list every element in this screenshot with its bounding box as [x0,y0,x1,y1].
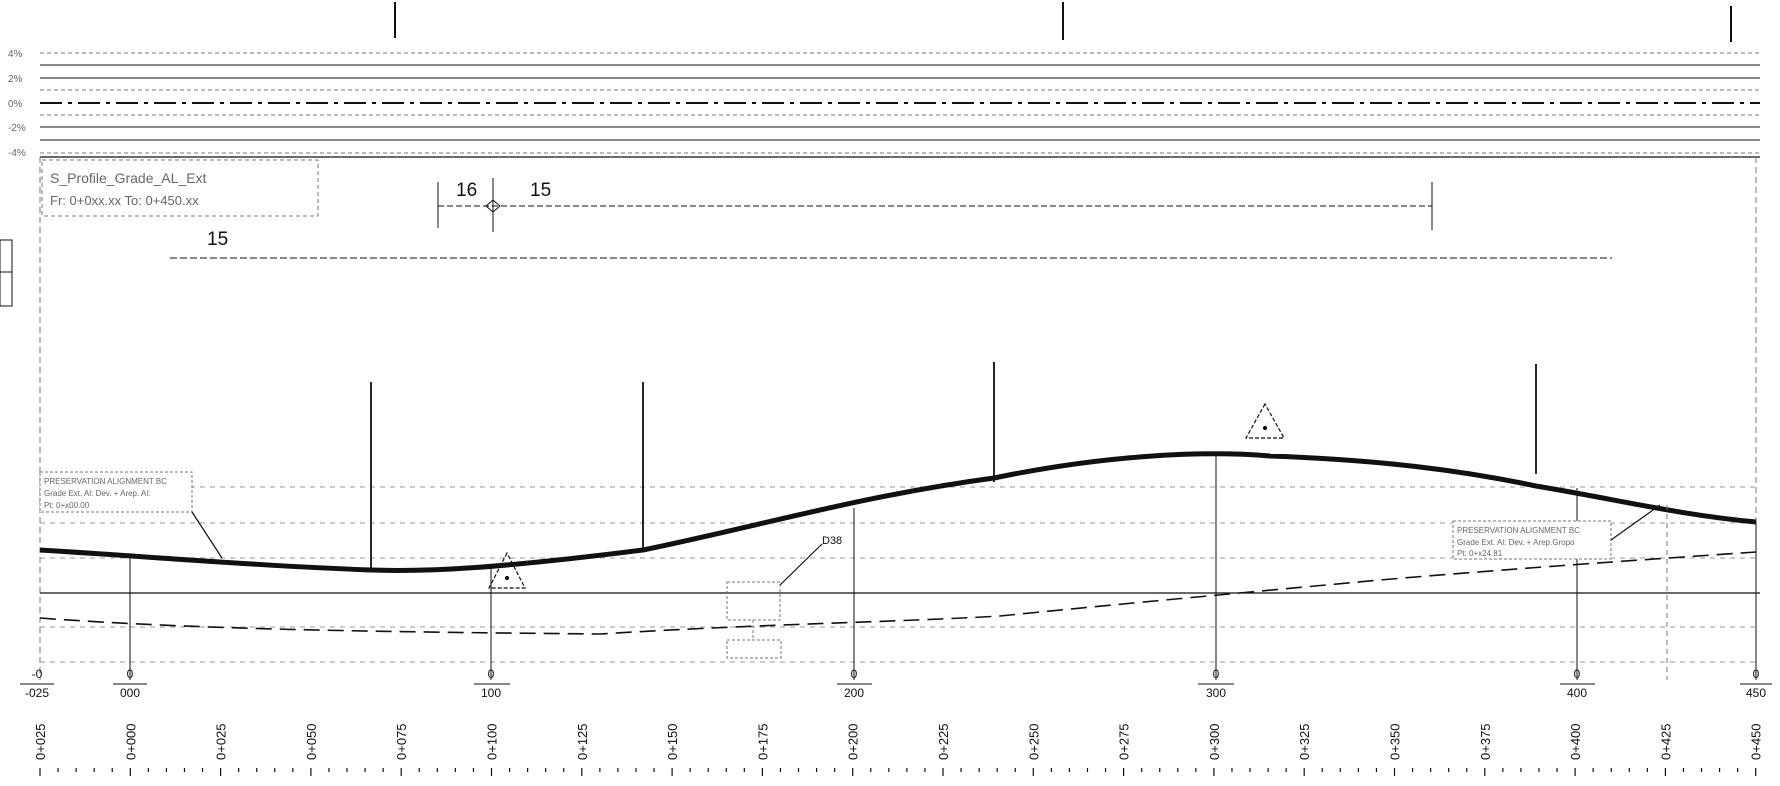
station-label: 0+125 [575,723,590,760]
station-label: 0+400 [1568,723,1583,760]
dimension-line-upper [437,178,1433,232]
callout-right-line2: Grade Ext. Al: Dev. + Arep.Gropo [1457,538,1575,547]
station-label: 0+425 [1658,723,1673,760]
vertical-markers [370,362,1537,570]
grade-label-neg4: -4% [8,148,26,159]
pvi-triangle-markers [488,402,1286,589]
profile-title-line1: S_Profile_Grade_AL_Ext [50,170,207,186]
callout-left-line2: Grade Ext. Al: Dev. + Arep. Al: [44,489,150,498]
callout-left-line3: Pt: 0+x00.00 [44,501,90,510]
callout-right: PRESERVATION ALIGNMENT BC Grade Ext. Al:… [1452,504,1661,560]
profile-title-block: S_Profile_Grade_AL_Ext Fr: 0+0xx.xx To: … [41,159,319,217]
callout-right-line1: PRESERVATION ALIGNMENT BC [1457,526,1580,535]
station-label: 0+100 [485,723,500,760]
station-label: 0+075 [394,723,409,760]
pvi-label-bottom-4: 300 [1206,686,1226,700]
pvi-label-bottom-6: 450 [1746,686,1766,700]
pvi-label-top-2: 0 [488,667,495,681]
callout-right-line3: Pt: 0+x24.81 [1457,549,1503,558]
pvi-vertical-lines [129,456,1757,680]
callout-structure-label: D38 [822,535,842,547]
pvi-label-bottom-0: -025 [25,686,49,700]
pvi-label-top-3: 0 [851,667,858,681]
pvi-label-bottom-3: 200 [844,686,864,700]
dimension-label-16: 16 [456,180,477,201]
station-label: 0+350 [1388,723,1403,760]
grade-label-2: 2% [8,74,23,85]
existing-ground-line [39,551,1757,635]
station-label: 0+275 [1117,723,1132,760]
pvi-label-top-5: 0 [1574,667,1581,681]
pvi-label-top-1: 0 [127,667,134,681]
station-label: 0+225 [936,723,951,760]
grade-label-neg2: -2% [8,123,26,134]
grade-scale-band: 4% 2% 0% -2% -4% [8,49,1760,159]
callout-structure: D38 [726,535,842,659]
pvi-triangle-high [1244,402,1286,439]
station-label: 0+175 [755,723,770,760]
pvi-triangle-low [488,551,526,589]
station-label: 0+375 [1478,723,1493,760]
station-label: 0+200 [846,723,861,760]
design-profile-line [39,451,1757,573]
dimension-label-15-upper: 15 [530,180,551,201]
profile-title-line2: Fr: 0+0xx.xx To: 0+450.xx [50,193,199,208]
grade-label-4: 4% [8,49,23,60]
pvi-label-bottom-5: 400 [1567,686,1587,700]
station-label: 0+250 [1026,723,1041,760]
pvi-label-top-0: -0 [32,667,43,681]
station-label: 0+325 [1297,723,1312,760]
station-label: 0+000 [123,723,138,760]
profile-frame [39,156,1760,680]
pvi-label-top-6: 0 [1753,667,1760,681]
station-label: 0+050 [304,723,319,760]
station-label: 0+300 [1207,723,1222,760]
station-label: 0+150 [665,723,680,760]
callout-left-line1: PRESERVATION ALIGNMENT BC [44,477,167,486]
station-axis: 0+025 0+000 0+025 0+050 0+075 0+100 0+125 0+150… [33,723,1764,760]
station-label: 0+025 [214,723,229,760]
faint-grid [40,486,1760,663]
dimension-label-15-lower: 15 [207,229,228,250]
pvi-label-bottom-1: 000 [120,686,140,700]
callout-left: PRESERVATION ALIGNMENT BC Grade Ext. Al:… [39,471,223,559]
station-minor-ticks [39,768,1757,776]
pvi-label-bottom-2: 100 [481,686,501,700]
station-label: 0+450 [1749,723,1764,760]
left-edge-marker [0,239,13,307]
station-label: 0+025 [33,723,48,760]
top-tick-marks [394,2,1732,42]
pvi-label-top-4: 0 [1213,667,1220,681]
grade-label-0: 0% [8,99,23,110]
